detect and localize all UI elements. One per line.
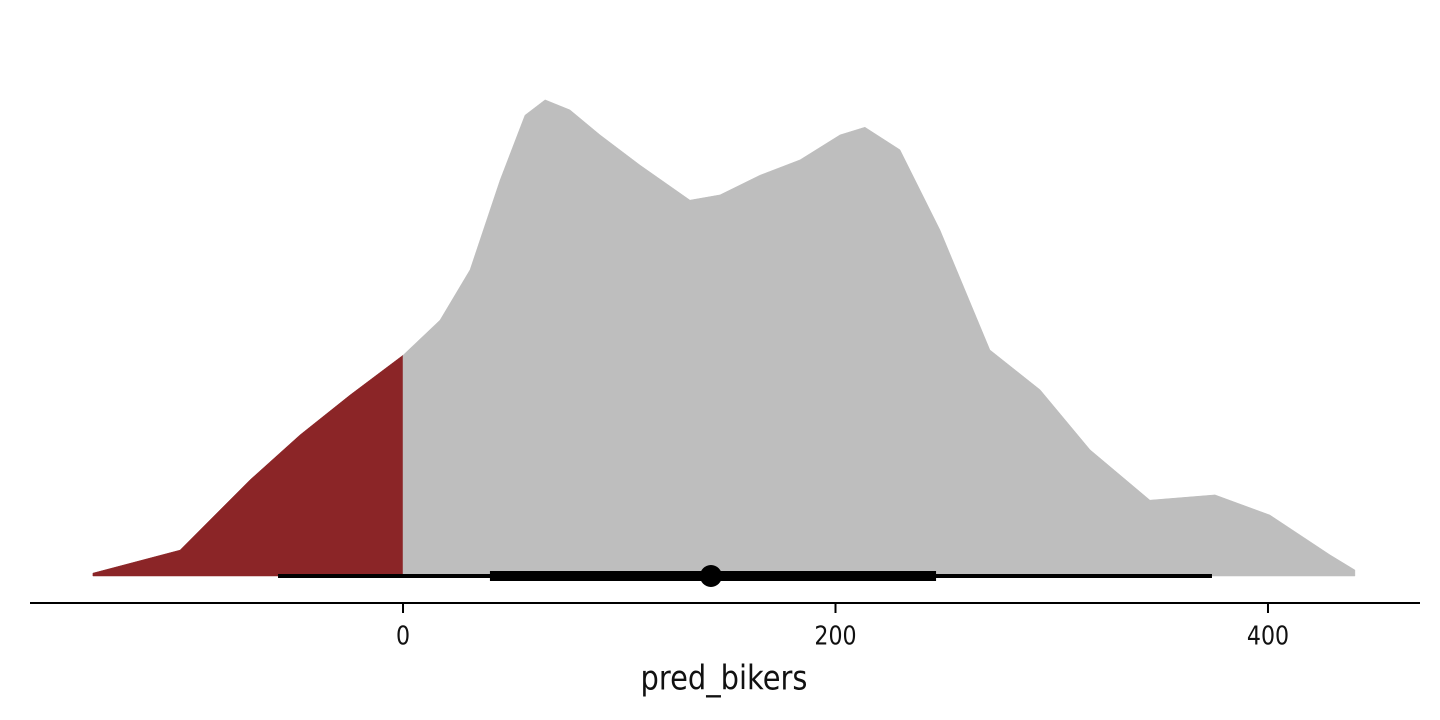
x-tick-label: 0	[396, 621, 410, 651]
x-tick-label: 400	[1247, 621, 1289, 651]
density-area	[402, 99, 1356, 577]
density-area	[92, 354, 404, 577]
x-tick-label: 200	[814, 621, 856, 651]
point-estimate	[699, 565, 722, 587]
x-axis-label: pred_bikers	[641, 660, 808, 699]
